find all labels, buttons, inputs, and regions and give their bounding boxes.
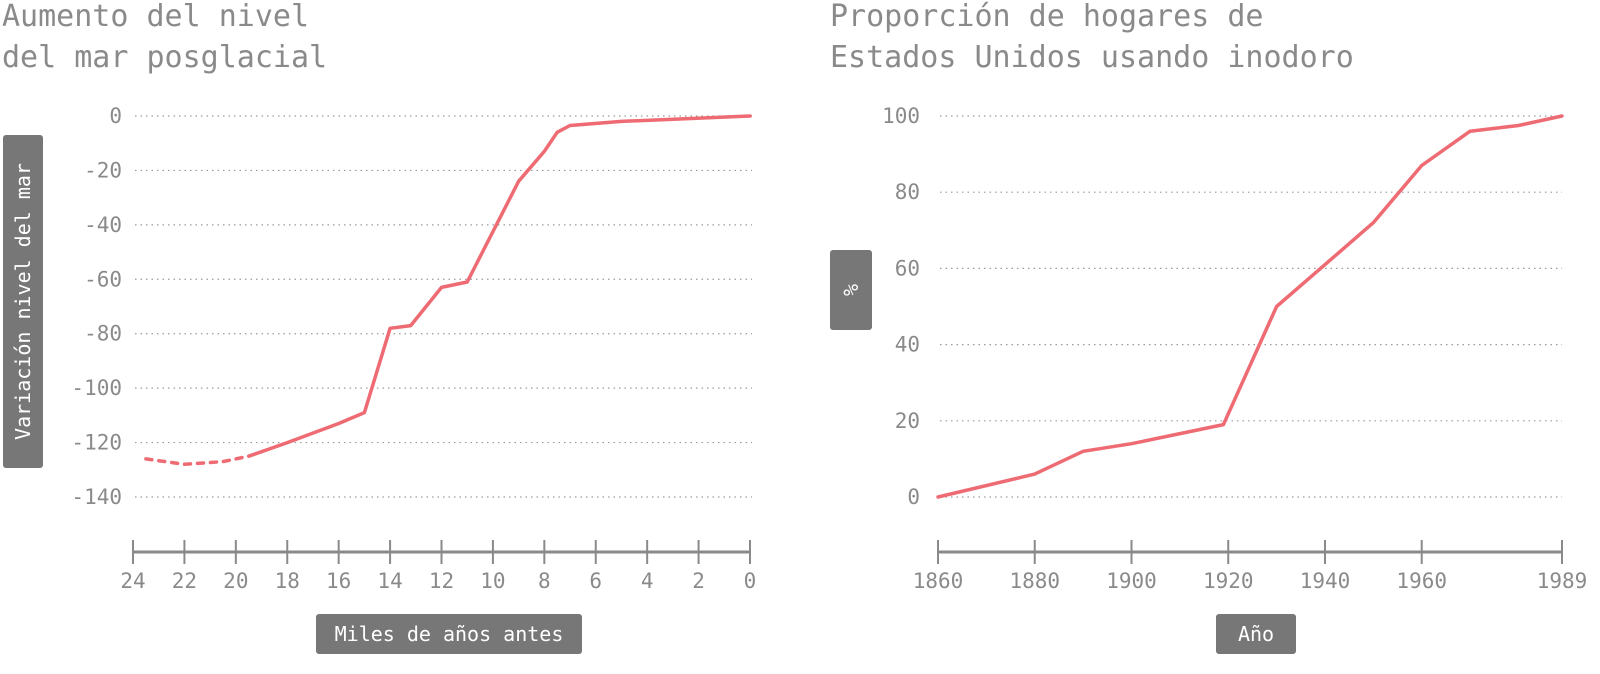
x-tick-label: 4 [641,569,654,593]
y-tick-label: -20 [84,158,122,182]
x-tick-label: 1940 [1300,569,1351,593]
x-axis-label: Miles de años antes [335,622,564,646]
series-line [936,114,1564,499]
x-tick-label: 22 [172,569,197,593]
toilet-usage-chart: Proporción de hogares de Estados Unidos u… [830,0,1587,654]
y-axis-label: Variación nivel del mar [11,163,35,440]
x-axis-label: Año [1238,622,1274,646]
series-line [246,114,752,458]
y-tick-label: -100 [71,376,122,400]
y-tick-label: -80 [84,322,122,346]
chart-title-line: Estados Unidos usando inodoro [830,40,1354,75]
series-line-dashed [144,454,251,467]
y-tick-label: 60 [895,256,920,280]
x-tick-label: 6 [589,569,602,593]
y-tick-label: -40 [84,213,122,237]
x-tick-label: 8 [538,569,551,593]
y-tick-label: -60 [84,267,122,291]
y-axis-label-badge [3,135,43,468]
y-tick-label: 80 [895,180,920,204]
x-tick-label: 1880 [1009,569,1060,593]
x-tick-label: 20 [223,569,248,593]
x-tick-label: 1989 [1537,569,1588,593]
sea-level-chart: Aumento del nivel del mar posglacial 0 -20 -… [2,0,756,654]
y-tick-label: -140 [71,485,122,509]
x-tick-label: 1860 [913,569,964,593]
x-tick-label: 1900 [1106,569,1157,593]
x-tick-label: 18 [275,569,300,593]
y-axis-label: % [839,284,863,296]
y-tick-label: 100 [882,104,920,128]
x-axis-label-badge [1216,614,1296,654]
x-tick-label: 1920 [1203,569,1254,593]
x-tick-label: 2 [692,569,705,593]
y-tick-label: 40 [895,333,920,357]
chart-title-line: del mar posglacial [2,40,327,75]
y-tick-label: 20 [895,409,920,433]
chart-title-line: Aumento del nivel [2,0,309,34]
x-tick-label: 16 [326,569,351,593]
x-tick-label: 14 [377,569,402,593]
x-tick-label: 10 [480,569,505,593]
x-tick-label: 12 [429,569,454,593]
x-tick-label: 0 [744,569,757,593]
x-tick-label: 24 [120,569,145,593]
chart-title-line: Proporción de hogares de [830,0,1263,34]
x-axis-label-badge [316,614,582,654]
y-tick-label: -120 [71,431,122,455]
y-tick-label: 0 [907,485,920,509]
y-tick-label: 0 [109,104,122,128]
y-axis-label-badge [830,250,872,330]
x-tick-label: 1960 [1396,569,1447,593]
